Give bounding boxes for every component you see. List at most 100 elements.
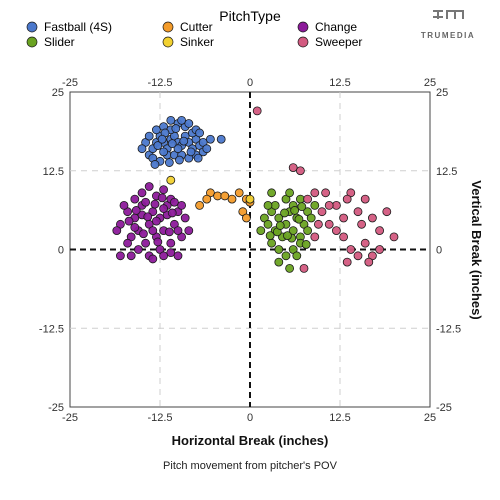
point-change [167,208,177,218]
reference-lines [70,92,430,407]
point-change [130,223,140,232]
point-cutter [227,194,237,204]
legend-marker-sinker [162,36,174,48]
legend: Fastball (4S) Cutter Change Slider Sinker Swe… [26,20,362,49]
point-sweeper [389,232,399,242]
legend-label-change: Change [315,20,357,34]
point-change [173,251,183,261]
y-tick-label-left: -12.5 [39,323,64,335]
point-change [153,237,163,247]
legend-marker-slider [26,36,38,48]
logo-text: TRUMEDIA [421,31,475,40]
point-slider [275,221,285,230]
point-sinker [166,175,176,185]
point-fastball-4s [179,136,189,146]
point-slider [303,226,313,236]
point-cutter [241,213,251,223]
point-change [166,238,176,248]
point-change [184,226,194,236]
point-fastball-4s [195,128,205,138]
point-fastball-4s [177,115,187,125]
point-slider [310,200,320,210]
point-fastball-4s [186,147,196,157]
y-tick-label-left: 25 [52,87,64,99]
point-slider [265,231,275,241]
x-tick-label-top: 12.5 [329,77,350,89]
x-tick-label-bottom: 0 [247,412,253,424]
point-sweeper [252,106,262,116]
point-fastball-4s [173,144,183,154]
point-change [150,199,160,209]
point-slider [270,200,280,210]
point-change [112,226,122,236]
point-sweeper [339,213,349,223]
point-slider [306,213,316,223]
point-change [148,226,158,236]
x-tick-label-bottom: 25 [424,412,436,424]
legend-item-sweeper: Sweeper [297,35,362,49]
point-slider [267,188,277,198]
point-slider [267,238,277,248]
y-tick-label-right: -25 [436,402,452,414]
y-tick-label-left: 0 [58,245,64,257]
point-sweeper [288,163,298,173]
point-sweeper [310,232,320,242]
point-sweeper [375,245,385,254]
trumedia-logo-mark [433,10,464,19]
legend-title: PitchType [219,8,281,24]
point-fastball-4s [157,134,167,144]
legend-item-slider: Slider [26,35,75,49]
point-fastball-4s [137,144,147,154]
point-change [143,212,153,222]
point-slider [295,194,305,204]
y-tick-label-right: 25 [436,87,448,99]
point-change [141,238,151,248]
point-cutter [202,194,212,204]
point-slider [290,206,300,215]
point-sweeper [353,251,363,261]
y-tick-label-left: 12.5 [43,166,64,178]
point-sweeper [364,257,374,267]
point-slider [294,214,304,224]
point-slider [274,245,284,254]
legend-marker-cutter [162,21,174,33]
point-sweeper [342,194,352,204]
point-change [159,204,169,213]
point-cutter [220,191,230,201]
point-fastball-4s [184,119,194,128]
point-change [148,254,158,264]
point-sweeper [357,219,367,229]
point-slider [285,188,295,198]
data-points [112,106,399,273]
point-sinker [245,194,255,204]
point-sweeper [303,194,313,204]
point-fastball-4s [144,131,154,141]
point-fastball-4s [202,144,212,154]
point-sweeper [360,194,370,204]
point-fastball-4s [150,160,160,169]
point-change [164,227,174,237]
point-change [141,197,151,207]
point-sweeper [342,257,352,267]
legend-item-change: Change [297,20,357,34]
legend-label-fastball-4s: Fastball (4S) [44,20,112,34]
point-sweeper [339,232,349,242]
point-change [133,245,143,254]
point-fastball-4s [171,124,181,133]
point-sweeper [324,200,334,210]
point-sweeper [346,245,356,254]
x-tick-label-top: -12.5 [147,77,172,89]
legend-label-cutter: Cutter [180,20,213,34]
point-slider [297,202,307,212]
point-sweeper [382,207,392,217]
point-slider [285,263,295,273]
legend-label-sweeper: Sweeper [315,35,362,49]
legend-marker-change [297,21,309,33]
point-change [119,200,129,210]
point-change [159,251,169,261]
x-tick-label-top: -25 [62,77,78,89]
point-change [180,213,190,223]
legend-label-slider: Slider [44,35,75,49]
